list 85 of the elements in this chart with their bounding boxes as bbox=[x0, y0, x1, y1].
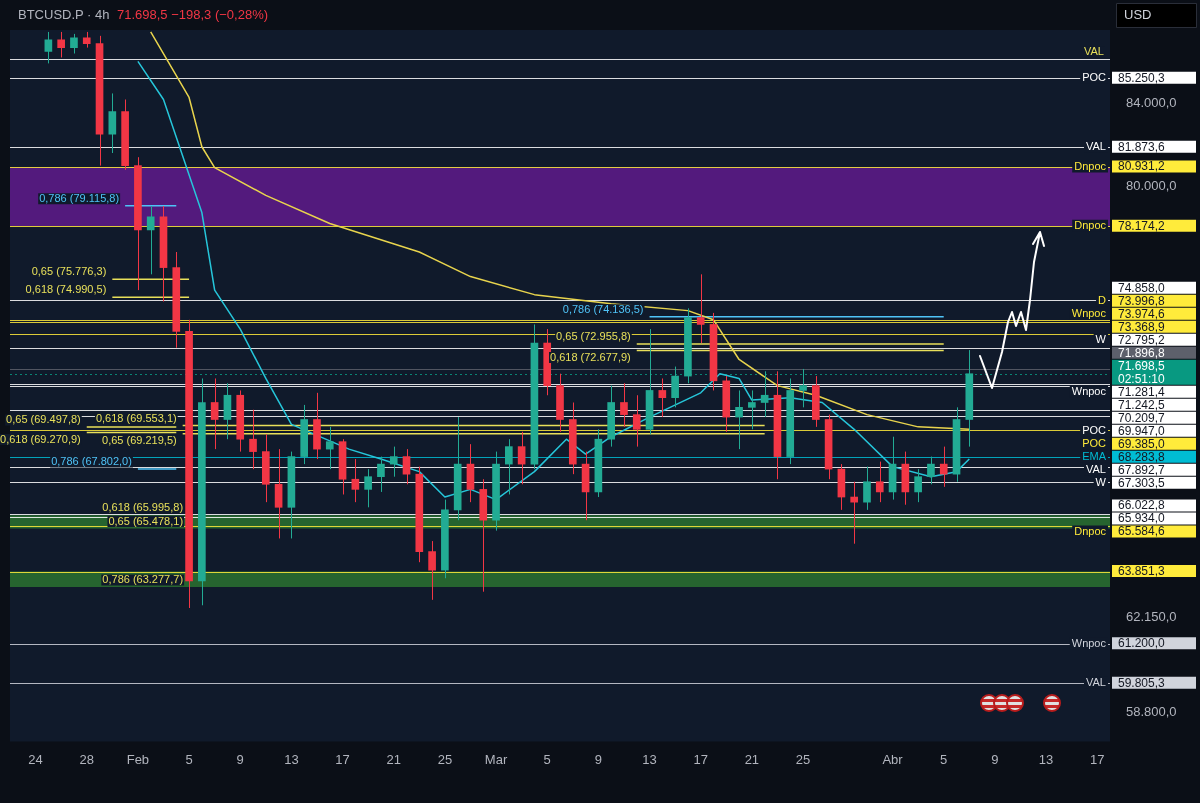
ref-line-label: 81.873,6 bbox=[1118, 139, 1166, 154]
x-tick-label: 9 bbox=[594, 751, 602, 767]
y-tick-label: 62.150,0 bbox=[1126, 609, 1177, 625]
annotation: D bbox=[1098, 294, 1107, 307]
annotation: 0,65 (69.219,5) bbox=[102, 433, 177, 446]
x-tick-label: 28 bbox=[79, 751, 94, 767]
annotation: POC bbox=[1082, 71, 1107, 84]
ref-line-label: 67.303,5 bbox=[1118, 475, 1166, 490]
annotation: POC bbox=[1082, 437, 1107, 450]
chart-title: BTCUSD.P · 4h bbox=[18, 6, 110, 22]
annotation: 0,618 (69.270,9) bbox=[0, 432, 81, 445]
y-axis-title: USD bbox=[1124, 6, 1152, 22]
x-tick-label: 5 bbox=[185, 751, 193, 767]
annotation: 0,65 (65.478,1) bbox=[108, 514, 184, 527]
ref-line-label: 73.996,8 bbox=[1118, 293, 1166, 308]
x-tick-label: 13 bbox=[1038, 751, 1054, 767]
text: 02:51:10 bbox=[1118, 371, 1166, 386]
annotation: Dnpoc bbox=[1074, 525, 1107, 538]
annotation: Wnpoc bbox=[1071, 636, 1107, 649]
ref-line-label: 68.283,8 bbox=[1118, 449, 1166, 464]
ref-line-label: 66.022,8 bbox=[1118, 498, 1166, 513]
annotation: 0,786 (63.277,7) bbox=[102, 572, 184, 585]
ref-line-label: 70.209,7 bbox=[1118, 410, 1166, 425]
annotation: 0,786 (79.115,8) bbox=[39, 191, 120, 204]
annotation: POC bbox=[1082, 424, 1107, 437]
ref-line-label: 59.805,3 bbox=[1118, 675, 1166, 690]
x-tick-label: 25 bbox=[795, 751, 811, 767]
annotation: W bbox=[1095, 476, 1107, 489]
annotation: 0,786 (74.136,5) bbox=[562, 302, 644, 315]
ref-line-label: 65.934,0 bbox=[1118, 511, 1166, 526]
ref-line-label: 65.584,6 bbox=[1118, 524, 1166, 539]
annotation: 0,65 (69.497,8) bbox=[6, 412, 81, 425]
x-tick-label: 21 bbox=[744, 751, 760, 767]
annotation: 0,618 (65.995,8) bbox=[102, 501, 184, 514]
annotation: VAL bbox=[1084, 44, 1104, 57]
x-tick-label: 17 bbox=[693, 751, 708, 767]
x-tick-label: 9 bbox=[991, 751, 999, 767]
annotation: 0,618 (69.553,1) bbox=[95, 411, 177, 424]
annotation: Wnpoc bbox=[1071, 307, 1107, 320]
annotation: W bbox=[1095, 333, 1107, 346]
ref-line-label: 67.892,7 bbox=[1118, 462, 1166, 477]
ref-line-label: 71.698,5 bbox=[1118, 358, 1166, 373]
annotation: Dnpoc bbox=[1074, 160, 1107, 173]
annotation: EMA bbox=[1082, 450, 1107, 463]
x-tick-label: 17 bbox=[335, 751, 350, 767]
ref-line-label: 73.368,9 bbox=[1118, 319, 1166, 334]
ref-line-label: 73.974,6 bbox=[1118, 306, 1166, 321]
y-tick-label: 80.000,0 bbox=[1126, 178, 1177, 194]
ref-line-label: 69.947,0 bbox=[1118, 423, 1166, 438]
annotation: 0,65 (75.776,3) bbox=[31, 265, 107, 278]
x-tick-label: 24 bbox=[28, 751, 43, 767]
ref-line-label: 63.851,3 bbox=[1118, 563, 1166, 578]
annotation: VAL bbox=[1086, 140, 1106, 153]
ref-line-label: 71.896,8 bbox=[1118, 345, 1166, 360]
annotation: Dnpoc bbox=[1074, 219, 1107, 232]
ref-line-label: 71.242,5 bbox=[1118, 397, 1166, 412]
y-tick-label: 58.800,0 bbox=[1126, 703, 1177, 719]
x-tick-label: 5 bbox=[940, 751, 948, 767]
y-tick-label: 84.000,0 bbox=[1126, 95, 1177, 111]
chart-subtitle: 71.698,5 −198,3 (−0,28%) bbox=[116, 6, 269, 22]
ref-line-label: 78.174,2 bbox=[1118, 218, 1166, 233]
ref-line-label: 69.385,0 bbox=[1118, 436, 1166, 451]
x-tick-label: 17 bbox=[1089, 751, 1105, 767]
x-tick-label: 13 bbox=[642, 751, 657, 767]
annotation: VAL bbox=[1086, 463, 1106, 476]
ref-line-label: 71.281,4 bbox=[1118, 384, 1166, 399]
x-tick-label: Mar bbox=[484, 751, 508, 767]
x-tick-label: 25 bbox=[437, 751, 453, 767]
ref-line-label: 74.858,0 bbox=[1118, 280, 1166, 295]
ref-line-label: 72.795,2 bbox=[1118, 332, 1166, 347]
x-tick-label: 9 bbox=[236, 751, 244, 767]
ref-line-label: 85.250,3 bbox=[1118, 70, 1166, 85]
x-tick-label: Feb bbox=[126, 751, 150, 767]
annotation: VAL bbox=[1086, 676, 1106, 689]
annotation: 0,65 (72.955,8) bbox=[556, 330, 631, 343]
x-tick-label: 21 bbox=[386, 751, 401, 767]
x-tick-label: Abr bbox=[882, 751, 904, 767]
ref-line-label: 61.200,0 bbox=[1118, 636, 1166, 651]
x-tick-label: 13 bbox=[284, 751, 299, 767]
x-tick-label: 5 bbox=[543, 751, 551, 767]
annotation: Wnpoc bbox=[1071, 385, 1107, 398]
annotation: 0,618 (72.677,9) bbox=[550, 350, 631, 363]
ref-line-label: 80.931,2 bbox=[1118, 159, 1166, 174]
annotation: 0,618 (74.990,5) bbox=[25, 283, 107, 296]
annotation: 0,786 (67.802,0) bbox=[51, 455, 132, 468]
